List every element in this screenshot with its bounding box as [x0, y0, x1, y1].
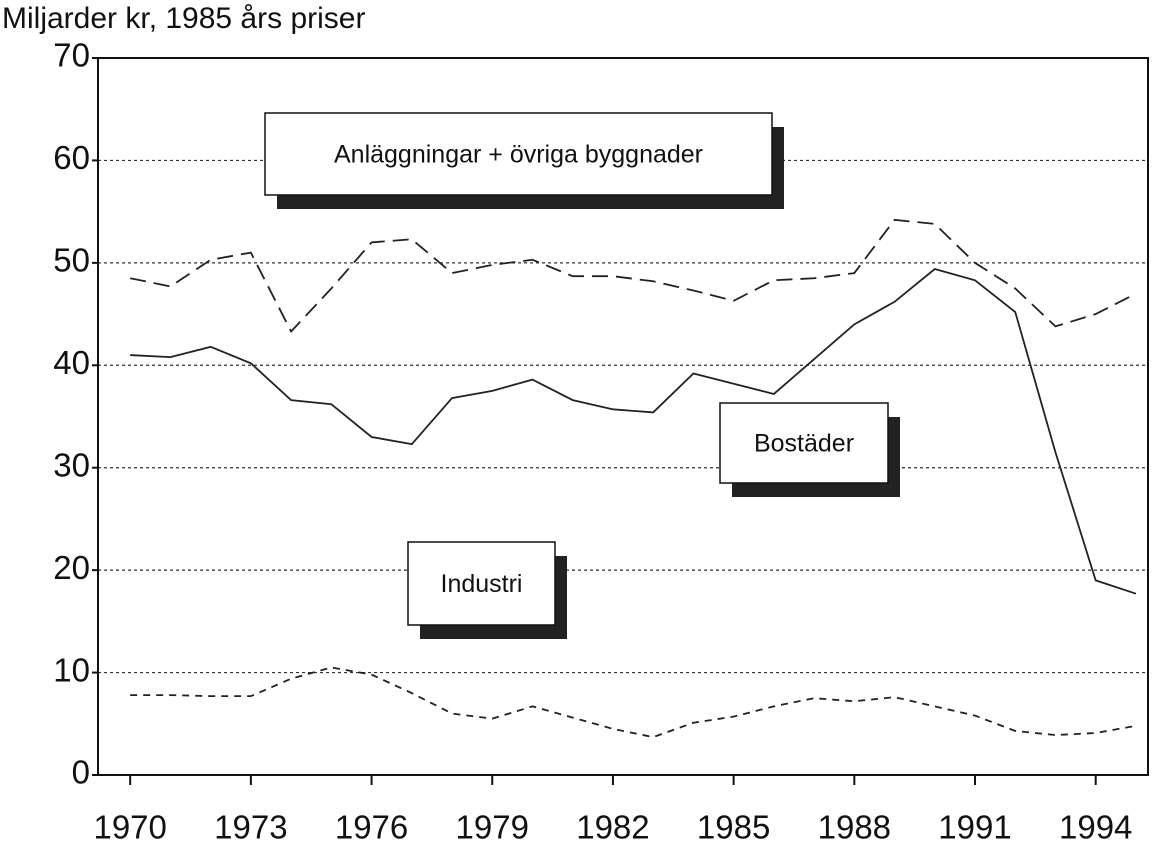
- y-tick-label: 0: [72, 754, 90, 791]
- chart-title: Miljarder kr, 1985 års priser: [2, 2, 365, 35]
- plot-frame: [97, 57, 1149, 776]
- x-tick-label: 1994: [1059, 809, 1132, 846]
- label-box: [719, 402, 889, 484]
- series-line: [130, 218, 1137, 334]
- y-tick-label: 20: [53, 549, 90, 586]
- x-tick-label: 1982: [576, 809, 649, 846]
- y-tick-label: 40: [53, 344, 90, 381]
- series-line: [130, 666, 1137, 739]
- y-tick-label: 50: [53, 242, 90, 279]
- y-tick-label: 30: [53, 446, 90, 483]
- x-tick-label: 1979: [456, 809, 529, 846]
- series-label: Industri: [441, 570, 523, 598]
- series-label: Bostäder: [754, 430, 854, 458]
- label-box: [264, 112, 773, 196]
- x-tick-label: 1976: [335, 809, 408, 846]
- x-tick-label: 1988: [818, 809, 891, 846]
- label-box: [407, 541, 556, 626]
- y-tick-label: 10: [53, 651, 90, 688]
- series-label: Anläggningar + övriga byggnader: [334, 141, 703, 169]
- x-tick-label: 1991: [938, 809, 1011, 846]
- series-line: [130, 268, 1137, 595]
- x-tick-label: 1985: [697, 809, 770, 846]
- y-tick-label: 60: [53, 139, 90, 176]
- x-tick-label: 1970: [93, 809, 166, 846]
- x-tick-label: 1973: [214, 809, 287, 846]
- y-tick-label: 70: [53, 37, 90, 74]
